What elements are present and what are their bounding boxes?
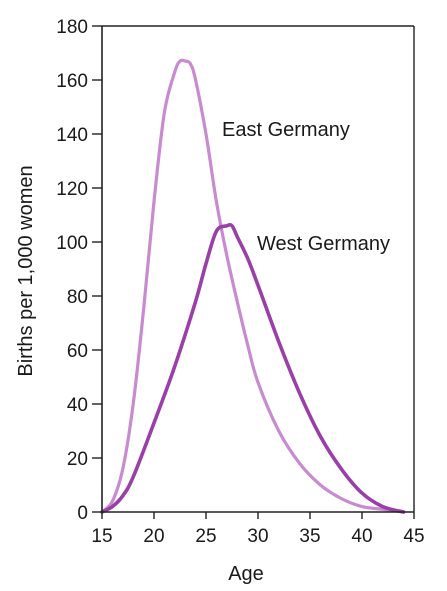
x-axis-title: Age [228, 563, 264, 585]
y-tick-label: 180 [56, 17, 88, 38]
x-tick-label: 20 [143, 526, 164, 547]
y-tick-label: 80 [67, 287, 88, 308]
y-tick-label: 120 [56, 179, 88, 200]
x-tick-label: 25 [195, 526, 216, 547]
x-tick-label: 15 [91, 526, 112, 547]
y-tick-label: 140 [56, 125, 88, 146]
axes-layer: 0 20 40 60 80 100 120 140 160 180 15 20 25 30 35 40 45 [56, 17, 424, 547]
labels-layer: Age Births per 1,000 women East Germany Wes… [15, 119, 390, 585]
series-line-east-germany [100, 58, 406, 514]
y-tick-label: 60 [67, 341, 88, 362]
y-tick-label: 20 [67, 449, 88, 470]
x-tick-label: 45 [403, 526, 424, 547]
y-tick-label: 160 [56, 71, 88, 92]
series-label-east-germany: East Germany [222, 119, 350, 141]
x-tick-label: 35 [299, 526, 320, 547]
y-tick-label: 0 [77, 503, 88, 524]
series-label-west-germany: West Germany [257, 233, 390, 255]
y-axis-title: Births per 1,000 women [15, 165, 37, 376]
plot-frame [102, 25, 415, 512]
series-line-west-germany [100, 222, 406, 514]
series-layer [100, 58, 406, 514]
y-tick-label: 100 [56, 233, 88, 254]
x-tick-label: 40 [351, 526, 372, 547]
y-tick-label: 40 [67, 395, 88, 416]
x-tick-label: 30 [247, 526, 268, 547]
